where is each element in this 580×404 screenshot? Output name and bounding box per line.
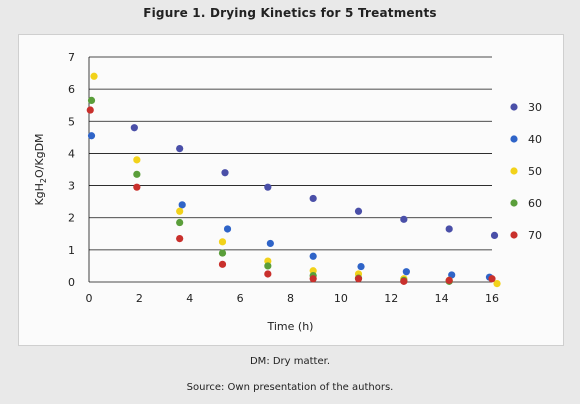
x-tick-label: 0 [86, 292, 93, 305]
legend-marker-60 [510, 199, 518, 207]
data-point-30 [490, 231, 499, 239]
y-tick-label: 3 [68, 180, 75, 193]
footnote-dm: DM: Dry matter. [249, 356, 331, 367]
x-tick-label: 10 [334, 292, 348, 305]
x-tick-label: 14 [435, 292, 449, 305]
data-point-30 [176, 145, 184, 153]
y-tick-label: 0 [68, 276, 75, 289]
y-tick-label: 4 [68, 147, 75, 160]
y-tick-label: 5 [68, 115, 75, 128]
y-tick-label: 1 [68, 244, 75, 257]
y-axis-label: KgH2O/KgDM [33, 133, 48, 205]
data-point-30 [309, 194, 317, 203]
data-point-30 [400, 215, 408, 223]
chart-title: Figure 1. Drying Kinetics for 5 Treatmen… [143, 6, 437, 20]
data-point-60 [87, 96, 96, 104]
data-point-40 [223, 225, 232, 233]
footnote-source: Source: Own presentation of the authors. [186, 382, 394, 393]
x-tick-label: 8 [287, 292, 294, 305]
x-tick-label: 2 [136, 292, 143, 305]
data-point-70 [445, 276, 453, 284]
x-tick-label: 4 [186, 292, 193, 305]
data-point-70 [488, 275, 496, 283]
data-point-60 [176, 218, 184, 227]
data-point-70 [218, 260, 227, 268]
legend-label-30: 30 [528, 101, 542, 114]
data-point-70 [309, 275, 317, 283]
data-point-70 [133, 183, 141, 191]
y-tick-label: 7 [68, 51, 75, 64]
data-point-50 [90, 72, 98, 80]
data-point-40 [309, 252, 317, 260]
x-tick-label: 16 [485, 292, 499, 305]
data-point-40 [87, 132, 96, 140]
data-point-30 [130, 124, 138, 132]
legend-marker-50 [510, 167, 518, 175]
legend-label-40: 40 [528, 133, 542, 146]
data-point-50 [133, 156, 141, 164]
legend-label-60: 60 [528, 197, 542, 210]
data-point-40 [357, 262, 365, 271]
data-point-70 [400, 277, 408, 285]
data-point-60 [264, 262, 272, 270]
data-point-60 [218, 249, 227, 257]
data-point-40 [178, 201, 186, 209]
legend-marker-70 [510, 231, 518, 239]
data-point-50 [218, 238, 227, 246]
data-point-70 [176, 235, 184, 243]
data-point-30 [445, 225, 453, 233]
data-point-70 [264, 270, 272, 278]
y-tick-label: 6 [68, 83, 75, 96]
chart-area: 0 1 2 3 4 5 6 7 0 2 4 6 8 10 12 14 16 Time (h) KgH2O/KgDM 3… [18, 34, 564, 346]
x-axis-label: Time (h) [267, 320, 314, 333]
data-point-30 [264, 183, 272, 191]
data-point-50 [493, 280, 501, 288]
x-tick-label: 6 [237, 292, 244, 305]
data-point-50 [176, 207, 184, 215]
y-tick-label: 2 [68, 212, 75, 225]
data-point-70 [354, 275, 363, 283]
legend-label-50: 50 [528, 165, 542, 178]
data-point-70 [86, 106, 94, 114]
legend-label-70: 70 [528, 229, 542, 242]
data-point-40 [266, 239, 274, 248]
data-point-30 [354, 207, 363, 215]
legend-marker-40 [510, 135, 518, 143]
data-point-40 [448, 271, 456, 279]
data-point-40 [402, 268, 410, 276]
legend-marker-30 [510, 103, 518, 111]
data-point-30 [221, 169, 229, 177]
x-tick-label: 12 [384, 292, 398, 305]
data-point-60 [133, 170, 141, 178]
